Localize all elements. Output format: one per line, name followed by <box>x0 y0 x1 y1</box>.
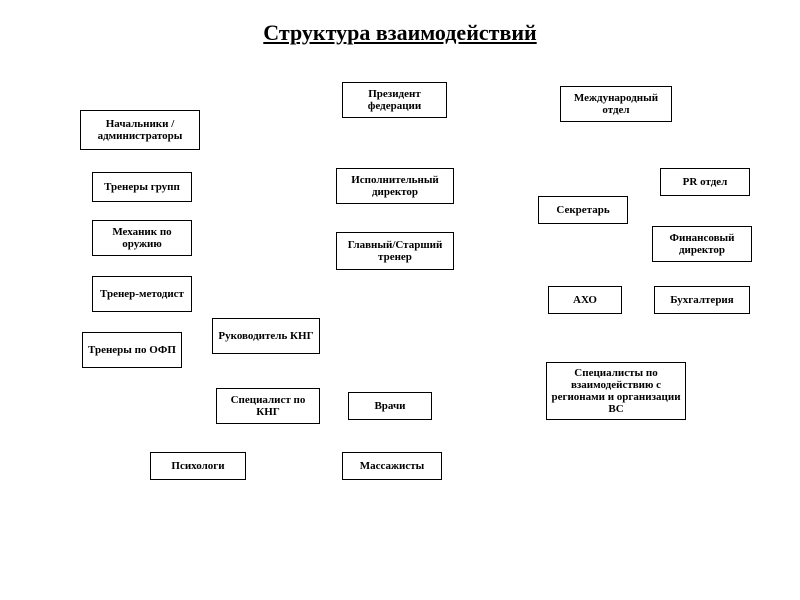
org-node-n13: Бухгалтерия <box>654 286 750 314</box>
org-node-n16: Специалист по КНГ <box>216 388 320 424</box>
org-node-n4: Тренеры групп <box>92 172 192 202</box>
org-node-n12: АХО <box>548 286 622 314</box>
org-node-n3: Международный отдел <box>560 86 672 122</box>
org-node-n9: Главный/Старший тренер <box>336 232 454 270</box>
org-node-n10: Финансовый директор <box>652 226 752 262</box>
diagram-title: Структура взаимодействий <box>0 20 800 46</box>
org-node-n17: Врачи <box>348 392 432 420</box>
org-node-n20: Массажисты <box>342 452 442 480</box>
diagram-canvas: Структура взаимодействий Начальники / ад… <box>0 0 800 600</box>
org-node-n18: Специалисты по взаимодействию с регионам… <box>546 362 686 420</box>
org-node-n8: Механик по оружию <box>92 220 192 256</box>
org-node-n14: Тренеры по ОФП <box>82 332 182 368</box>
org-node-n1: Начальники / администраторы <box>80 110 200 150</box>
org-node-n11: Тренер-методист <box>92 276 192 312</box>
org-node-n15: Руководитель КНГ <box>212 318 320 354</box>
org-node-n5: Исполнительный директор <box>336 168 454 204</box>
org-node-n7: PR отдел <box>660 168 750 196</box>
org-node-n6: Секретарь <box>538 196 628 224</box>
org-node-n19: Психологи <box>150 452 246 480</box>
org-node-n2: Президент федерации <box>342 82 447 118</box>
